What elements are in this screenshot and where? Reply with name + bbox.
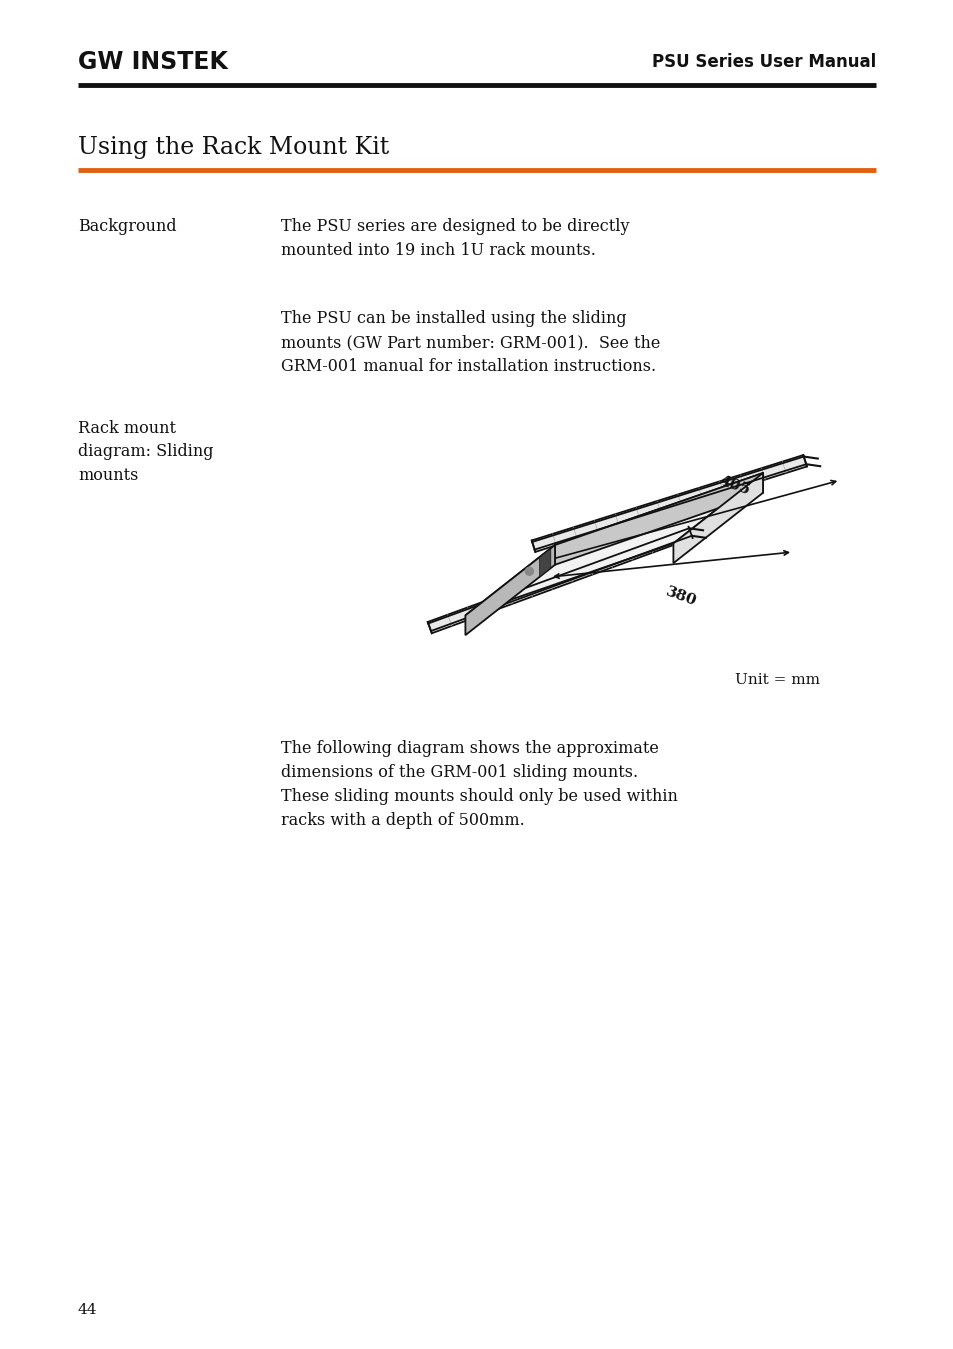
Text: Background: Background <box>78 219 176 235</box>
Text: The following diagram shows the approximate
dimensions of the GRM-001 sliding mo: The following diagram shows the approxim… <box>281 741 678 830</box>
Text: 405: 405 <box>717 473 752 498</box>
Text: The PSU series are designed to be directly
mounted into 19 inch 1U rack mounts.: The PSU series are designed to be direct… <box>281 219 629 259</box>
Text: GW INSTEK: GW INSTEK <box>78 50 228 74</box>
Polygon shape <box>531 455 806 552</box>
Text: The PSU can be installed using the sliding
mounts (GW Part number: GRM-001).  Se: The PSU can be installed using the slidi… <box>281 310 659 375</box>
Polygon shape <box>673 473 762 563</box>
Polygon shape <box>465 473 762 615</box>
Polygon shape <box>555 473 762 565</box>
Polygon shape <box>427 526 692 633</box>
Text: 44: 44 <box>78 1303 97 1317</box>
Text: PSU Series User Manual: PSU Series User Manual <box>651 53 875 71</box>
Text: Using the Rack Mount Kit: Using the Rack Mount Kit <box>78 136 389 159</box>
Text: Unit = mm: Unit = mm <box>734 673 820 687</box>
Polygon shape <box>465 545 555 635</box>
Text: 380: 380 <box>663 585 698 608</box>
Circle shape <box>525 568 533 575</box>
Text: Rack mount
diagram: Sliding
mounts: Rack mount diagram: Sliding mounts <box>78 420 213 484</box>
Polygon shape <box>539 548 550 577</box>
